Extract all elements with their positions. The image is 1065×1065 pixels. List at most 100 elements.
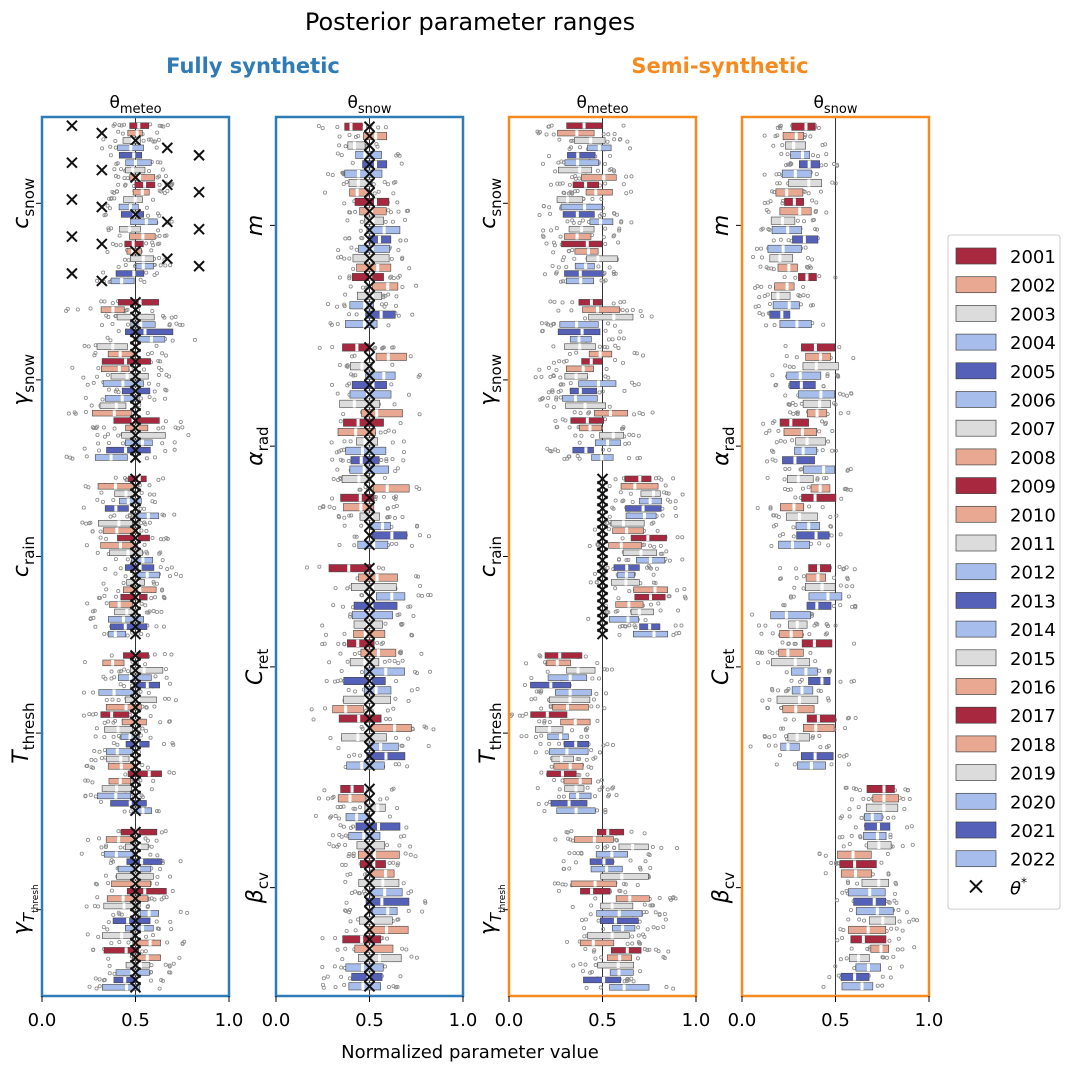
sample-point xyxy=(826,543,831,548)
sample-point xyxy=(360,285,365,290)
truth-marker xyxy=(363,703,376,715)
sample-point xyxy=(144,270,149,275)
sample-point xyxy=(894,926,899,931)
sample-point xyxy=(683,596,688,601)
box-2012 xyxy=(560,203,603,211)
box-2017 xyxy=(850,935,887,944)
sample-point xyxy=(783,343,788,348)
sample-point xyxy=(774,440,779,445)
box-2018 xyxy=(343,503,375,512)
sample-point xyxy=(784,670,789,675)
sample-point xyxy=(539,689,544,694)
box-2009 xyxy=(530,711,568,718)
truth-marker xyxy=(363,637,376,650)
sample-point xyxy=(123,182,128,187)
truth-marker xyxy=(363,684,376,697)
sample-point xyxy=(762,294,767,299)
sample-point xyxy=(393,303,398,308)
sample-point xyxy=(884,955,889,960)
sample-point xyxy=(400,946,405,951)
sample-point xyxy=(112,167,117,172)
sample-point xyxy=(145,838,150,843)
sample-point xyxy=(92,749,97,754)
sample-point xyxy=(163,667,168,672)
sample-point xyxy=(343,908,348,913)
box-2006 xyxy=(770,611,811,620)
sample-point xyxy=(160,351,165,356)
sample-point xyxy=(637,969,642,974)
truth-marker xyxy=(363,867,376,880)
sample-point xyxy=(348,439,353,444)
sample-point xyxy=(622,624,627,629)
sample-point xyxy=(382,180,387,185)
sample-point xyxy=(116,264,121,269)
sample-point xyxy=(583,917,588,922)
box-2019 xyxy=(597,961,635,969)
sample-point xyxy=(753,285,758,290)
sample-point xyxy=(157,986,162,991)
sample-point xyxy=(779,151,784,156)
sample-point xyxy=(605,521,610,526)
sample-point xyxy=(341,824,346,829)
sample-point xyxy=(106,881,111,886)
sample-point xyxy=(896,936,901,941)
sample-point xyxy=(554,226,559,231)
sample-point xyxy=(553,418,558,423)
sample-point xyxy=(793,566,798,571)
truth-marker xyxy=(363,905,376,917)
sample-point xyxy=(886,872,891,877)
sample-point xyxy=(359,670,364,675)
sample-point xyxy=(345,363,350,368)
sample-point xyxy=(768,199,773,204)
sample-point xyxy=(146,381,151,386)
sample-point xyxy=(848,467,853,472)
sample-point xyxy=(603,374,608,379)
sample-point xyxy=(426,743,431,748)
sample-point xyxy=(556,308,561,313)
sample-point xyxy=(637,455,642,460)
legend-label-2007: 2007 xyxy=(1010,419,1056,440)
sample-point xyxy=(174,321,179,326)
truth-marker xyxy=(193,223,205,235)
param-symbol: c xyxy=(9,565,34,577)
sample-point xyxy=(842,754,847,759)
sample-point xyxy=(665,497,670,502)
sample-point xyxy=(810,257,815,262)
sample-point xyxy=(587,544,592,549)
param-label: βcv xyxy=(243,872,272,904)
sample-point xyxy=(75,307,80,312)
sample-point xyxy=(594,580,599,585)
sample-point xyxy=(816,688,821,693)
sample-point xyxy=(618,329,623,334)
sample-point xyxy=(602,706,607,711)
sample-point xyxy=(118,682,123,687)
sample-point xyxy=(548,449,553,454)
sample-point xyxy=(763,623,768,628)
truth-marker xyxy=(363,398,376,410)
sample-point xyxy=(389,256,394,261)
sample-point xyxy=(88,520,93,525)
sample-point xyxy=(617,226,622,231)
box-2006 xyxy=(125,159,152,166)
sample-point xyxy=(593,896,598,901)
sample-point xyxy=(152,652,157,657)
sample-point xyxy=(789,678,794,683)
box-2014 xyxy=(363,686,392,695)
sample-point xyxy=(159,189,164,194)
box-2019 xyxy=(564,785,585,792)
sample-point xyxy=(657,896,662,901)
sample-point xyxy=(84,764,89,769)
sample-point xyxy=(107,206,112,211)
sample-point xyxy=(642,902,647,907)
sample-point xyxy=(833,402,838,407)
sample-point xyxy=(149,963,154,968)
param-label: crain xyxy=(476,536,505,577)
sample-point xyxy=(793,402,798,407)
sample-point xyxy=(105,250,110,255)
sample-point xyxy=(558,395,563,400)
box-2007 xyxy=(558,166,593,174)
sample-point xyxy=(148,713,153,718)
sample-point xyxy=(827,670,832,675)
sample-point xyxy=(553,169,558,174)
box-2018 xyxy=(563,777,592,785)
